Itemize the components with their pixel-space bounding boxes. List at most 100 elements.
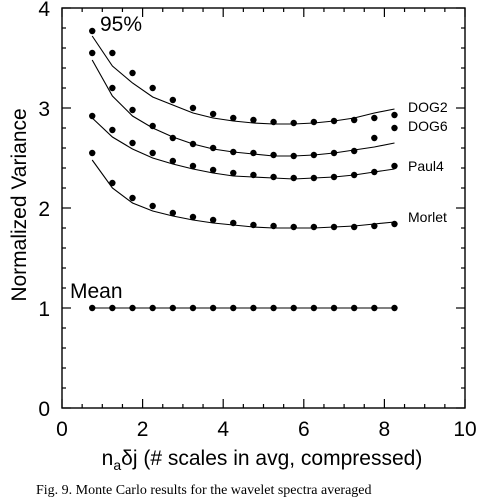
y-tick-label: 2 [38,198,50,221]
point-morlet [270,222,277,230]
point-dog2 [89,27,96,35]
point-paul4 [371,168,378,176]
point-dog2 [169,96,177,104]
point-dog2 [350,116,358,124]
point-morlet [230,219,237,227]
series-labels: DOG2 DOG6 Paul4 Morlet Mean [70,99,448,303]
point-morlet [350,223,358,231]
curve-paul4 [91,117,395,180]
x-tick-label: 10 [453,418,476,441]
point-paul4 [250,171,257,179]
point-dog2 [149,84,156,92]
point-dog2 [189,104,197,112]
x-tick-label: 6 [298,418,310,441]
fitted-curves [91,35,395,309]
x-axis-label-text: (# scales in avg, compressed) [143,447,422,470]
point-morlet [89,149,96,157]
point-morlet [250,221,257,229]
point-dog6 [109,84,116,92]
point-mean [310,304,318,312]
point-mean [350,304,358,312]
point-paul4 [391,162,398,170]
point-mean [371,304,378,312]
point-paul4 [350,171,358,179]
y-tick-label: 0 [38,398,50,421]
point-dog6 [89,49,96,57]
point-dog6 [330,149,338,157]
point-dog6 [270,151,277,159]
point-mean [129,304,136,312]
point-mean [109,304,116,312]
point-dog6 [129,106,136,114]
x-tick-label: 4 [217,418,229,441]
point-dog2 [391,111,398,119]
point-mean [250,304,257,312]
point-paul4 [209,166,217,174]
point-dog2 [230,114,237,122]
point-paul4 [129,139,136,147]
point-morlet [290,223,297,231]
point-dog6 [209,144,217,152]
point-paul4 [270,173,277,181]
point-mean [230,304,237,312]
x-tick-label: 2 [137,418,149,441]
y-tick-label: 3 [38,98,50,121]
point-mean [189,304,197,312]
point-paul4 [290,174,297,182]
point-mean [89,304,96,312]
series-label-paul4: Paul4 [408,158,444,174]
series-label-dog6: DOG6 [408,118,448,134]
point-dog6 [350,147,358,155]
point-dog2 [109,49,116,57]
point-mean [391,304,398,312]
point-morlet [330,223,338,231]
series-label-dog2: DOG2 [408,99,448,115]
figure-caption: Fig. 9. Monte Carlo results for the wave… [36,483,372,497]
curve-dog2 [91,35,395,125]
point-paul4 [169,157,177,165]
point-morlet [209,216,217,224]
point-paul4 [330,173,338,181]
point-paul4 [89,112,96,120]
point-morlet [109,179,116,187]
point-dog6 [310,151,318,159]
point-dog6 [371,134,378,142]
point-mean [290,304,297,312]
x-tick-label: 0 [56,418,68,441]
point-dog2 [250,116,257,124]
point-paul4 [310,174,318,182]
point-paul4 [149,149,156,157]
point-dog6 [149,122,156,130]
point-morlet [129,194,136,202]
x-axis-label-delta-j: δj [121,447,137,470]
x-axis-label: naδj (# scales in avg, compressed) [102,447,423,473]
point-dog2 [371,114,378,122]
point-dog2 [330,117,338,125]
series-label-mean: Mean [70,280,123,303]
point-dog2 [270,118,277,126]
point-dog2 [209,110,217,118]
annotation-95-percent: 95% [100,13,142,36]
point-dog2 [310,118,318,126]
point-morlet [310,223,318,231]
point-dog6 [391,124,398,132]
point-mean [169,304,177,312]
point-dog6 [189,140,197,148]
point-mean [330,304,338,312]
point-dog6 [169,134,177,142]
point-mean [149,304,156,312]
point-paul4 [230,169,237,177]
axis-ticks: 0 2 4 6 8 10 0 1 2 3 4 [38,0,476,441]
point-dog6 [290,152,297,160]
point-mean [270,304,277,312]
curve-morlet [91,159,395,229]
point-morlet [371,222,378,230]
plot-axes [61,7,466,409]
x-axis-label-subscript: a [113,457,121,473]
plot-frame [61,7,466,409]
point-paul4 [109,126,116,134]
data-points [89,27,398,312]
point-dog6 [230,148,237,156]
point-morlet [169,209,177,217]
